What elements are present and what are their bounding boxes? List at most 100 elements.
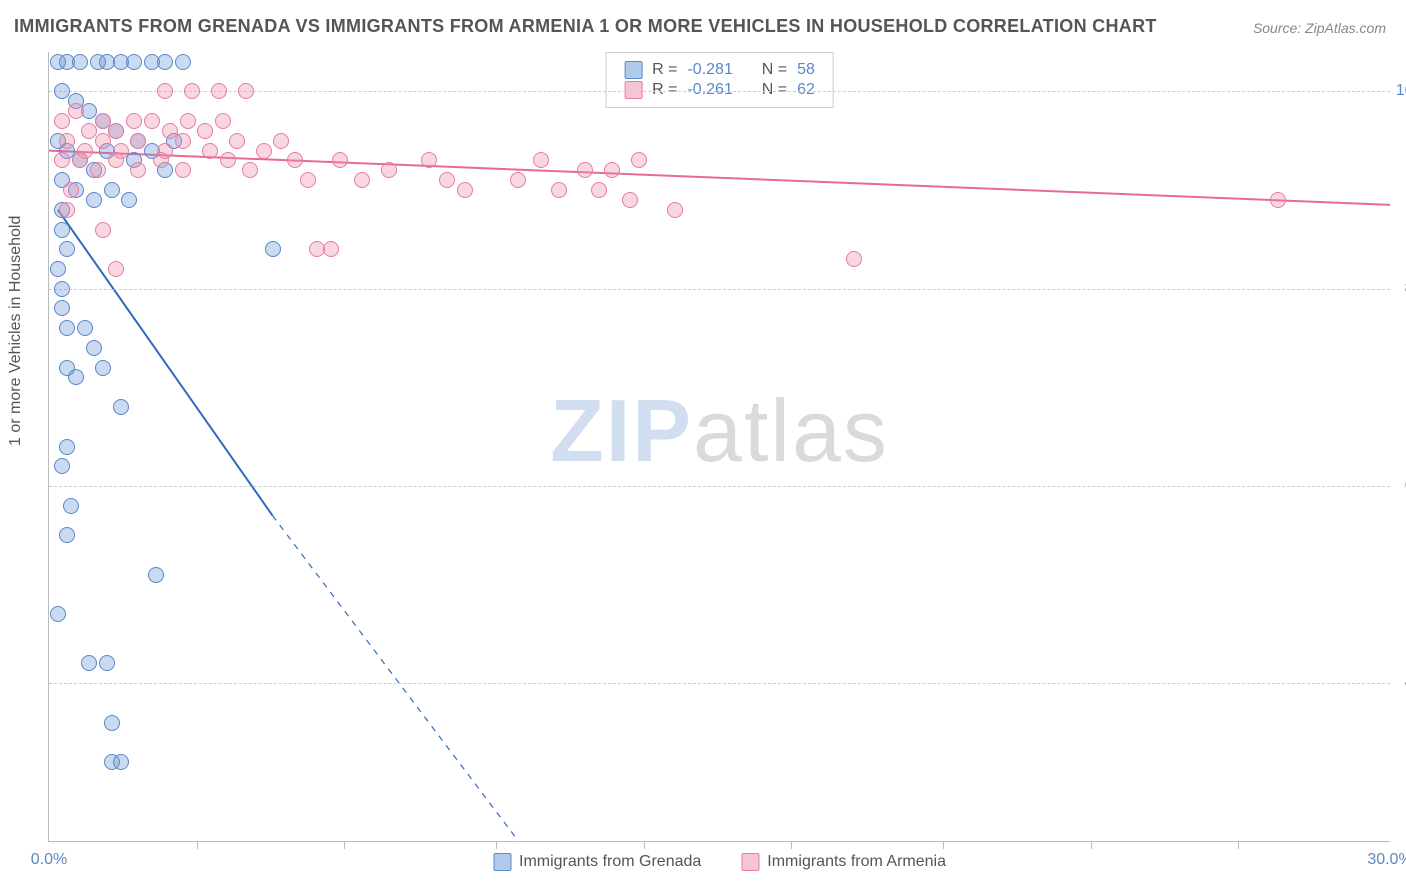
legend-swatch: [624, 81, 642, 99]
data-point: [229, 133, 245, 149]
data-point: [273, 133, 289, 149]
data-point: [510, 172, 526, 188]
data-point: [90, 162, 106, 178]
legend-stat-row: R =-0.281 N =58: [624, 61, 815, 79]
data-point: [354, 172, 370, 188]
legend-label: Immigrants from Grenada: [519, 853, 701, 871]
data-point: [81, 655, 97, 671]
y-axis-title: 1 or more Vehicles in Household: [7, 216, 25, 446]
x-minor-tick: [644, 841, 645, 849]
data-point: [287, 152, 303, 168]
data-point: [86, 192, 102, 208]
data-point: [126, 113, 142, 129]
data-point: [108, 123, 124, 139]
n-label: N =: [762, 81, 787, 99]
data-point: [631, 152, 647, 168]
data-point: [99, 655, 115, 671]
n-label: N =: [762, 61, 787, 79]
data-point: [63, 498, 79, 514]
data-point: [113, 754, 129, 770]
data-point: [72, 54, 88, 70]
x-tick-label: 0.0%: [31, 851, 67, 869]
data-point: [457, 182, 473, 198]
data-point: [332, 152, 348, 168]
data-point: [604, 162, 620, 178]
data-point: [323, 241, 339, 257]
data-point: [220, 152, 236, 168]
gridline: [49, 289, 1390, 290]
data-point: [54, 152, 70, 168]
legend-item: Immigrants from Armenia: [741, 853, 946, 871]
data-point: [59, 320, 75, 336]
data-point: [54, 113, 70, 129]
data-point: [175, 133, 191, 149]
data-point: [63, 182, 79, 198]
data-point: [68, 103, 84, 119]
legend-swatch: [493, 853, 511, 871]
data-point: [54, 281, 70, 297]
data-point: [1270, 192, 1286, 208]
data-point: [421, 152, 437, 168]
legend-stats-box: R =-0.281 N =58R =-0.261 N =62: [605, 52, 834, 108]
data-point: [202, 143, 218, 159]
data-point: [144, 113, 160, 129]
data-point: [148, 567, 164, 583]
x-minor-tick: [791, 841, 792, 849]
x-minor-tick: [344, 841, 345, 849]
data-point: [153, 152, 169, 168]
legend-swatch: [741, 853, 759, 871]
data-point: [265, 241, 281, 257]
n-value: 62: [797, 81, 815, 99]
data-point: [54, 458, 70, 474]
data-point: [180, 113, 196, 129]
x-minor-tick: [1091, 841, 1092, 849]
data-point: [130, 133, 146, 149]
data-point: [59, 439, 75, 455]
data-point: [197, 123, 213, 139]
chart-title: IMMIGRANTS FROM GRENADA VS IMMIGRANTS FR…: [14, 16, 1157, 37]
legend-stat-row: R =-0.261 N =62: [624, 81, 815, 99]
legend-series: Immigrants from Grenada Immigrants from A…: [493, 853, 946, 871]
data-point: [108, 261, 124, 277]
data-point: [54, 300, 70, 316]
data-point: [667, 202, 683, 218]
data-point: [72, 152, 88, 168]
legend-item: Immigrants from Grenada: [493, 853, 701, 871]
data-point: [242, 162, 258, 178]
data-point: [175, 162, 191, 178]
legend-label: Immigrants from Armenia: [767, 853, 946, 871]
data-point: [95, 133, 111, 149]
data-point: [54, 222, 70, 238]
data-point: [59, 241, 75, 257]
data-point: [157, 54, 173, 70]
data-point: [121, 192, 137, 208]
data-point: [59, 133, 75, 149]
data-point: [50, 606, 66, 622]
legend-swatch: [624, 61, 642, 79]
data-point: [113, 399, 129, 415]
data-point: [439, 172, 455, 188]
data-point: [86, 340, 102, 356]
x-minor-tick: [943, 841, 944, 849]
r-value: -0.281: [687, 61, 732, 79]
data-point: [591, 182, 607, 198]
data-point: [68, 369, 84, 385]
data-point: [533, 152, 549, 168]
gridline: [49, 486, 1390, 487]
watermark: ZIPatlas: [550, 380, 889, 482]
data-point: [622, 192, 638, 208]
data-point: [50, 261, 66, 277]
data-point: [184, 83, 200, 99]
data-point: [846, 251, 862, 267]
n-value: 58: [797, 61, 815, 79]
data-point: [211, 83, 227, 99]
data-point: [59, 202, 75, 218]
data-point: [300, 172, 316, 188]
data-point: [77, 320, 93, 336]
watermark-zip: ZIP: [550, 381, 693, 480]
data-point: [130, 162, 146, 178]
r-value: -0.261: [687, 81, 732, 99]
data-point: [175, 54, 191, 70]
data-point: [256, 143, 272, 159]
data-point: [95, 360, 111, 376]
